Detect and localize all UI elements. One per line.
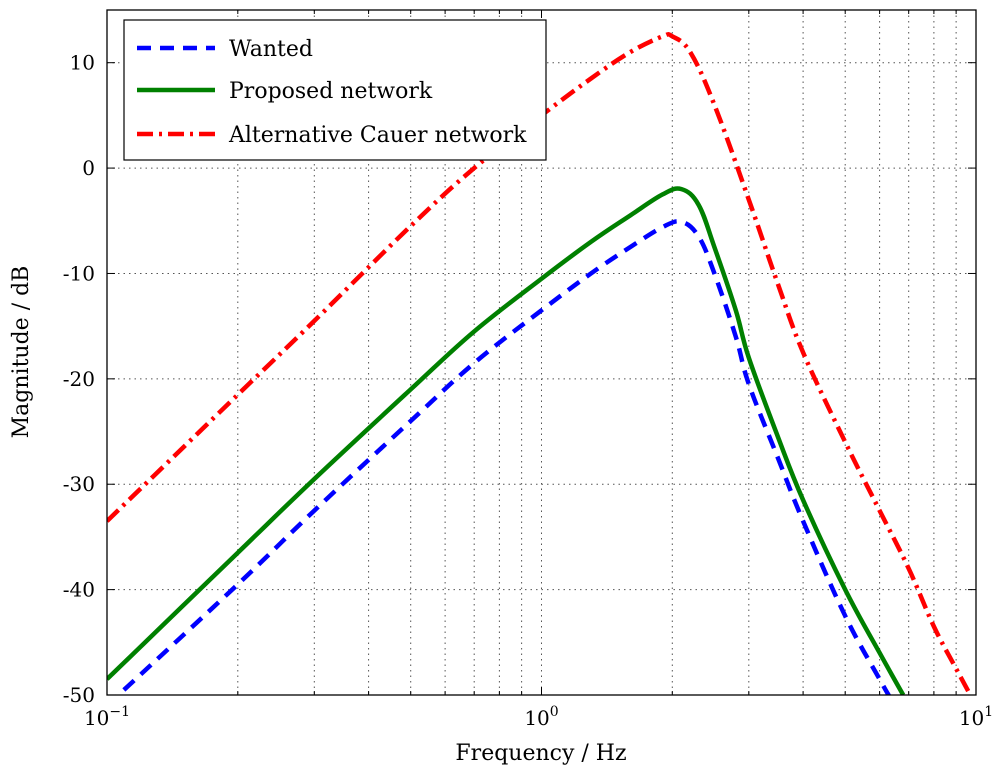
y-tick-label: -20	[63, 367, 95, 391]
legend: Wanted Proposed network Alternative Caue…	[123, 19, 547, 161]
y-axis-title: Magnitude / dB	[9, 266, 34, 439]
x-tick-label: 100	[524, 704, 558, 730]
plot-frame	[106, 9, 977, 696]
series-line-1	[115, 219, 892, 695]
y-tick-label: -50	[63, 683, 95, 707]
legend-label-cauer: Alternative Cauer network	[228, 123, 527, 148]
series-line-2	[107, 186, 906, 695]
x-tick-label: 10−1	[84, 704, 130, 730]
series-line-3	[107, 31, 973, 695]
x-tick-label: 101	[959, 704, 993, 730]
series-layer	[107, 31, 973, 695]
x-axis-title: Frequency / Hz	[455, 741, 626, 766]
y-tick-labels: 10 0 -10 -20 -30 -40 -50	[63, 51, 95, 707]
y-tick-label: -30	[63, 472, 95, 496]
y-tick-label: -40	[63, 578, 95, 602]
legend-label-wanted: Wanted	[229, 37, 313, 62]
y-tick-label: -10	[63, 261, 95, 285]
x-tick-labels: 10−1 100 101	[84, 704, 993, 730]
legend-label-proposed: Proposed network	[229, 79, 433, 104]
y-tick-label: 0	[82, 156, 95, 180]
y-tick-label: 10	[70, 51, 95, 75]
